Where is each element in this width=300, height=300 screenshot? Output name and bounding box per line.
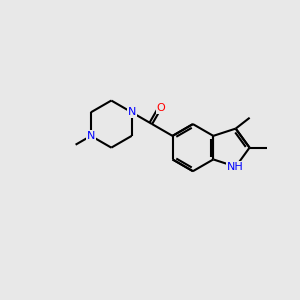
Text: NH: NH [227, 162, 244, 172]
Text: N: N [128, 107, 136, 117]
Text: N: N [87, 131, 95, 141]
Text: O: O [157, 103, 166, 113]
